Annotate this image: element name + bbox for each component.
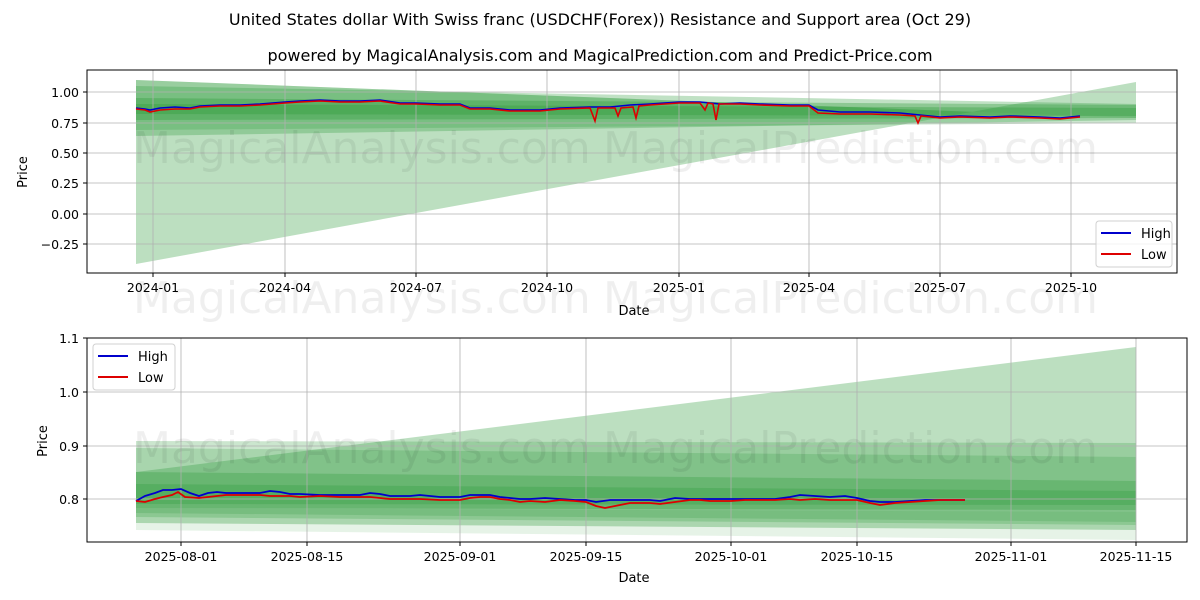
bottom-series [135, 488, 965, 509]
y-tick-label: 1.1 [59, 331, 79, 346]
y-tick-label: 0.75 [51, 116, 79, 131]
top-grid [87, 70, 1177, 273]
y-tick-label: −0.25 [41, 237, 79, 252]
x-tick-label: 2025-04 [783, 280, 835, 295]
top-axes-frame [86, 69, 1178, 274]
x-tick-label: 2025-11-01 [975, 549, 1048, 564]
low-line [135, 100, 1081, 126]
high-line [135, 99, 1081, 119]
top-y-ticks: 1.00 0.75 0.50 0.25 0.00 −0.25 [41, 85, 87, 252]
bottom-grid [87, 338, 1187, 542]
x-tick-label: 2025-09-01 [424, 549, 497, 564]
y-tick-label: 1.0 [59, 385, 79, 400]
y-tick-label: 1.00 [51, 85, 79, 100]
x-tick-label: 2025-07 [914, 280, 966, 295]
x-tick-label: 2024-04 [259, 280, 311, 295]
legend-high: High [138, 350, 168, 365]
bottom-chart: MagicalAnalysis.com MagicalPrediction.co… [36, 331, 1188, 586]
x-tick-label: 2025-01 [653, 280, 705, 295]
legend-low: Low [1141, 248, 1167, 263]
top-bands [136, 80, 1136, 264]
x-axis-label: Date [618, 304, 649, 319]
watermark: MagicalPrediction.com [603, 423, 1098, 474]
x-tick-label: 2025-10-15 [821, 549, 894, 564]
top-legend: High Low [1095, 220, 1173, 268]
y-tick-label: 0.25 [51, 176, 79, 191]
x-tick-label: 2025-08-01 [145, 549, 218, 564]
y-tick-label: 0.9 [59, 439, 79, 454]
y-tick-label: 0.8 [59, 492, 79, 507]
top-x-ticks: 2024-01 2024-04 2024-07 2024-10 2025-01 … [127, 273, 1097, 295]
y-axis-label: Price [16, 156, 31, 188]
watermark: MagicalAnalysis.com [133, 123, 591, 174]
legend-low: Low [138, 371, 164, 386]
chart-subtitle: powered by MagicalAnalysis.com and Magic… [267, 46, 933, 65]
watermark: MagicalPrediction.com [603, 273, 1098, 324]
x-tick-label: 2025-10 [1045, 280, 1097, 295]
x-tick-label: 2025-09-15 [550, 549, 623, 564]
bottom-y-ticks: 1.1 1.0 0.9 0.8 [59, 331, 87, 507]
x-tick-label: 2025-08-15 [271, 549, 344, 564]
watermark: MagicalPrediction.com [603, 123, 1098, 174]
watermark: MagicalAnalysis.com [133, 273, 591, 324]
watermark: MagicalAnalysis.com [133, 423, 591, 474]
bottom-axes-frame [86, 337, 1188, 543]
chart-title: United States dollar With Swiss franc (U… [228, 10, 972, 29]
x-tick-label: 2024-01 [127, 280, 179, 295]
x-tick-label: 2025-11-15 [1100, 549, 1173, 564]
bottom-x-ticks: 2025-08-01 2025-08-15 2025-09-01 2025-09… [145, 542, 1173, 564]
x-axis-label: Date [618, 571, 649, 586]
top-series [135, 99, 1081, 126]
y-axis-label: Price [36, 425, 51, 457]
top-chart: MagicalAnalysis.com MagicalPrediction.co… [16, 69, 1178, 324]
x-tick-label: 2025-10-01 [695, 549, 768, 564]
y-tick-label: 0.50 [51, 146, 79, 161]
x-tick-label: 2024-10 [521, 280, 573, 295]
y-tick-label: 0.00 [51, 207, 79, 222]
bottom-legend: High Low [92, 343, 176, 391]
high-line [135, 488, 965, 503]
x-tick-label: 2024-07 [390, 280, 442, 295]
low-line [135, 490, 965, 509]
legend-high: High [1141, 227, 1171, 242]
